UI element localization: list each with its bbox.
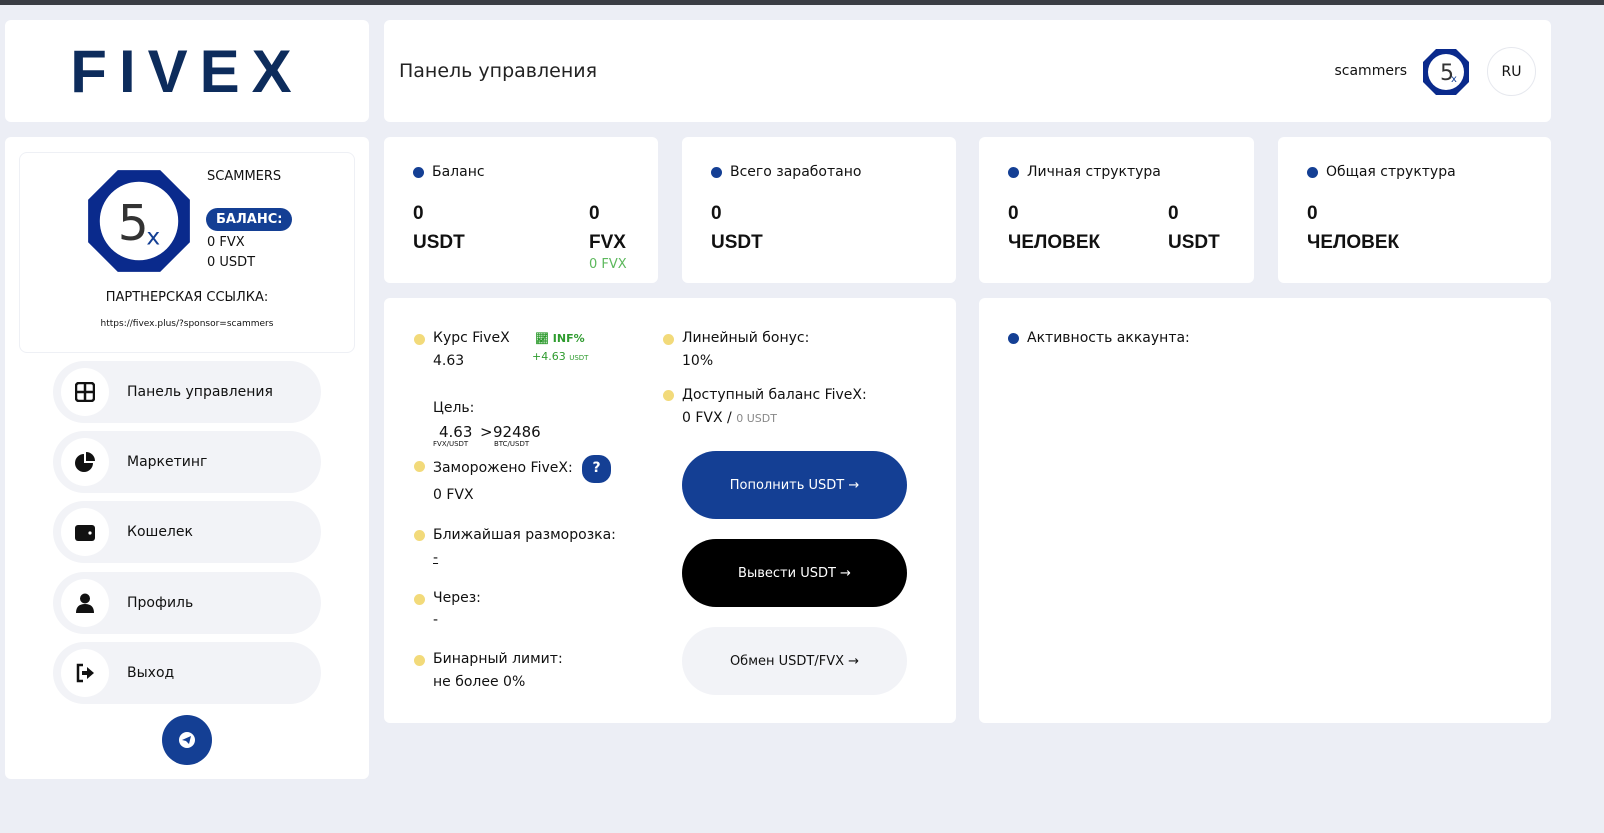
rate-value: 4.63 xyxy=(433,353,465,369)
dot-icon xyxy=(1008,332,1019,344)
activity-panel: Активность аккаунта: xyxy=(979,298,1551,723)
sidebar-item-dashboard[interactable]: Панель управления xyxy=(53,361,321,423)
profile-usdt: 0 USDT xyxy=(207,255,256,270)
svg-text:x: x xyxy=(1451,74,1457,85)
profile-name: SCAMMERS xyxy=(207,169,282,184)
exchange-button[interactable]: Обмен USDT/FVX → xyxy=(682,627,907,695)
ref-link[interactable]: https://fivex.plus/?sponsor=scammers xyxy=(100,319,274,329)
balance-fvx-sub: 0 FVX xyxy=(589,257,627,272)
telegram-button[interactable] xyxy=(162,715,212,765)
telegram-icon xyxy=(179,732,195,748)
dot-icon xyxy=(1008,166,1019,178)
sidebar-item-wallet[interactable]: Кошелек xyxy=(53,501,321,563)
wallet-icon xyxy=(61,508,109,556)
sidebar-item-logout[interactable]: Выход xyxy=(53,642,321,704)
svg-text:5: 5 xyxy=(1440,61,1454,86)
balance-fvx: 0 FVX xyxy=(589,203,626,253)
chart-line-icon: 📈︎ xyxy=(535,332,553,345)
deposit-button[interactable]: Пополнить USDT → xyxy=(682,451,907,519)
svg-text:5: 5 xyxy=(118,196,149,252)
username[interactable]: scammers xyxy=(1334,63,1407,79)
stat-earned: Всего заработано 0 USDT xyxy=(682,137,956,283)
dot-icon xyxy=(1307,166,1318,178)
dot-icon xyxy=(711,166,722,178)
grid-icon xyxy=(61,368,109,416)
help-button[interactable]: ? xyxy=(582,455,611,483)
logout-icon xyxy=(61,649,109,697)
withdraw-button[interactable]: Вывести USDT → xyxy=(682,539,907,607)
logo[interactable]: FIVEX xyxy=(5,20,369,122)
sidebar-item-marketing[interactable]: Маркетинг xyxy=(53,431,321,493)
page-title: Панель управления xyxy=(399,60,598,82)
user-icon xyxy=(61,579,109,627)
main-panel: Курс FiveX 4.63 📈︎ INF% +4.63 USDT Цель:… xyxy=(384,298,956,723)
svg-text:x: x xyxy=(146,223,160,250)
stat-total-structure: Общая структура 0 ЧЕЛОВЕК xyxy=(1278,137,1551,283)
stat-balance: Баланс 0 USDT 0 FVX 0 FVX xyxy=(384,137,658,283)
browser-strip xyxy=(0,0,1604,5)
ref-label: ПАРТНЕРСКАЯ ССЫЛКА: xyxy=(105,290,269,305)
pie-chart-icon xyxy=(61,438,109,486)
dot-icon xyxy=(413,166,424,178)
balance-badge: БАЛАНС: xyxy=(206,208,293,231)
stat-personal-structure: Личная структура 0 ЧЕЛОВЕК 0 USDT xyxy=(979,137,1254,283)
balance-usdt: 0 USDT xyxy=(413,203,465,253)
profile-fvx: 0 FVX xyxy=(207,235,245,250)
language-button[interactable]: RU xyxy=(1487,47,1536,96)
sidebar-item-profile[interactable]: Профиль xyxy=(53,572,321,634)
